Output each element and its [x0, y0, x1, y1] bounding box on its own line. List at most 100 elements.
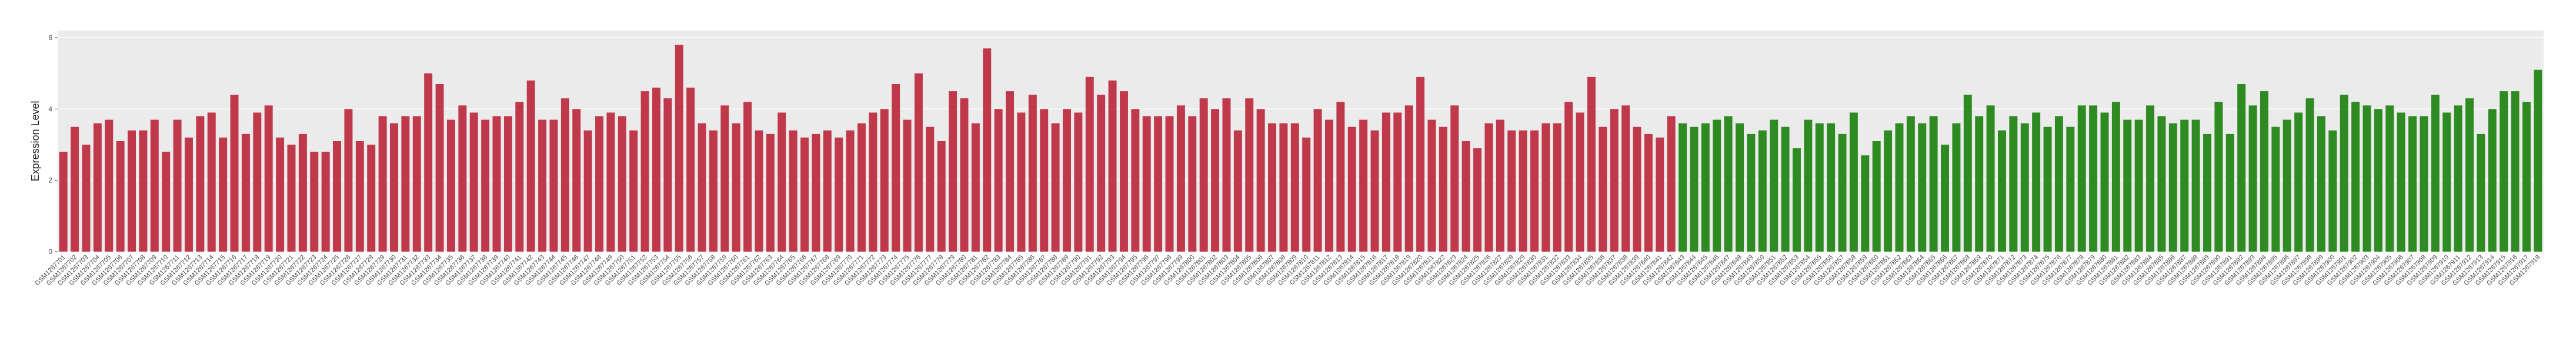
- bar: [196, 116, 205, 252]
- bar: [2374, 109, 2383, 252]
- bar: [1461, 141, 1470, 252]
- bar: [1849, 112, 1858, 252]
- bar: [869, 112, 877, 252]
- bar: [1382, 112, 1390, 252]
- bar: [446, 119, 455, 252]
- bar: [1804, 119, 1813, 252]
- bar: [2100, 112, 2109, 252]
- bar: [355, 141, 364, 252]
- bar: [93, 123, 102, 252]
- y-tick-label: 6: [48, 34, 52, 42]
- bar: [1747, 133, 1756, 252]
- bar: [1154, 116, 1163, 252]
- bar: [823, 130, 832, 252]
- bar: [1781, 126, 1790, 252]
- bar: [926, 126, 935, 252]
- bar: [2225, 133, 2234, 252]
- bar: [1758, 130, 1767, 252]
- bar: [549, 119, 558, 252]
- bar: [2260, 91, 2268, 252]
- bar: [2020, 123, 2029, 252]
- bar: [526, 80, 535, 252]
- bar: [1656, 137, 1664, 252]
- bar: [1997, 130, 2006, 252]
- bar: [1165, 116, 1174, 252]
- bar: [1906, 116, 1915, 252]
- bar: [1302, 137, 1311, 252]
- bar: [2522, 102, 2531, 252]
- bar: [675, 45, 683, 252]
- bar: [1211, 109, 1220, 252]
- bar: [1736, 123, 1744, 252]
- bar: [1040, 109, 1049, 252]
- bar: [2294, 112, 2303, 252]
- bar: [424, 73, 433, 252]
- bar: [1222, 98, 1231, 252]
- y-tick-label: 0: [48, 248, 52, 256]
- bar: [481, 119, 490, 252]
- bar: [185, 137, 193, 252]
- bar: [116, 141, 125, 252]
- bar: [1713, 119, 1721, 252]
- bar: [253, 112, 262, 252]
- bar: [1941, 145, 1950, 252]
- bar: [1063, 109, 1071, 252]
- bar: [2168, 123, 2177, 252]
- bar: [1553, 123, 1561, 252]
- bar: [1541, 123, 1550, 252]
- bar: [1861, 155, 1870, 252]
- bar: [1256, 109, 1265, 252]
- bar: [1884, 130, 1893, 252]
- bar: [640, 91, 649, 252]
- bar: [1576, 112, 1584, 252]
- bar: [2511, 91, 2520, 252]
- bar: [1359, 119, 1368, 252]
- bar: [1564, 102, 1573, 252]
- bar: [1792, 148, 1801, 252]
- bar: [2111, 102, 2120, 252]
- bar: [2477, 133, 2485, 252]
- bar: [1895, 123, 1904, 252]
- bar: [1279, 123, 1288, 252]
- bar: [298, 133, 307, 252]
- bar: [560, 98, 569, 252]
- bar: [173, 119, 182, 252]
- bar: [629, 130, 638, 252]
- bar: [241, 133, 250, 252]
- bar: [1610, 109, 1619, 252]
- bar: [2500, 91, 2508, 252]
- bar: [1473, 148, 1482, 252]
- bar: [1393, 112, 1402, 252]
- bar: [1827, 123, 1836, 252]
- bar: [1633, 126, 1641, 252]
- bar: [1690, 126, 1699, 252]
- bar: [789, 130, 798, 252]
- bar: [2248, 105, 2257, 252]
- bar: [1644, 133, 1653, 252]
- bar: [344, 109, 353, 252]
- bar: [2385, 105, 2394, 252]
- bar: [207, 112, 216, 252]
- bar: [2054, 116, 2063, 252]
- bar: [333, 141, 342, 252]
- bar: [1370, 130, 1379, 252]
- bar: [903, 119, 912, 252]
- bar: [412, 116, 421, 252]
- bar: [2534, 69, 2542, 252]
- y-axis-title: Expression Level: [29, 101, 41, 181]
- bar: [1324, 119, 1333, 252]
- bar: [2340, 95, 2348, 252]
- bar: [949, 91, 957, 252]
- bar: [1701, 123, 1710, 252]
- bar: [2465, 98, 2474, 252]
- bar: [709, 130, 718, 252]
- bar: [2191, 119, 2200, 252]
- bar: [2203, 133, 2211, 252]
- bar: [162, 152, 171, 252]
- bar: [1290, 123, 1299, 252]
- bar: [1918, 123, 1927, 252]
- bar: [1530, 130, 1539, 252]
- bar: [1404, 105, 1413, 252]
- bar: [2043, 126, 2052, 252]
- bar: [698, 123, 706, 252]
